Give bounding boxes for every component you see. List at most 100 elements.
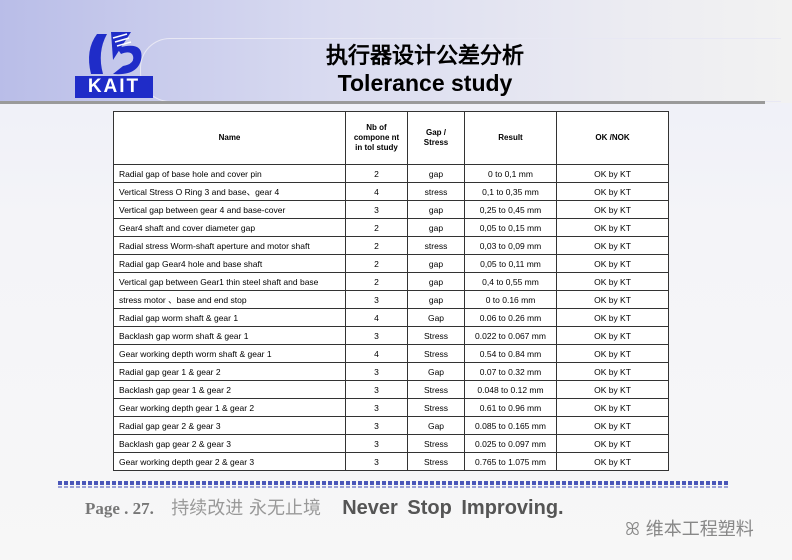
status-cell: OK by KT <box>556 272 669 291</box>
status-cell: OK by KT <box>556 416 669 435</box>
count-cell: 2 <box>345 272 408 291</box>
name-cell: Backlash gap worm shaft & gear 1 <box>113 326 346 345</box>
page-title: 执行器设计公差分析 Tolerance study <box>260 44 590 96</box>
result-cell: 0 to 0.16 mm <box>464 290 557 309</box>
name-cell: Vertical gap between gear 4 and base-cov… <box>113 200 346 219</box>
name-cell: Radial gap Gear4 hole and base shaft <box>113 254 346 273</box>
name-cell: Vertical Stress O Ring 3 and base、gear 4 <box>113 182 346 201</box>
type-cell: Stress <box>407 398 465 417</box>
footer: Page . 27. 持续改进 永无止境 Never Stop Improvin… <box>85 494 564 520</box>
result-cell: 0,05 to 0,15 mm <box>464 218 557 237</box>
status-cell: OK by KT <box>556 308 669 327</box>
count-cell: 3 <box>345 398 408 417</box>
watermark: ꕤ 维本工程塑料 <box>625 515 754 541</box>
type-cell: Stress <box>407 326 465 345</box>
page-number: Page . 27. <box>85 499 154 518</box>
count-cell: 3 <box>345 416 408 435</box>
table-row: Vertical gap between Gear1 thin steel sh… <box>113 272 669 291</box>
table-row: Vertical Stress O Ring 3 and base、gear 4… <box>113 182 669 201</box>
name-cell: Gear4 shaft and cover diameter gap <box>113 218 346 237</box>
type-cell: gap <box>407 218 465 237</box>
status-cell: OK by KT <box>556 380 669 399</box>
status-cell: OK by KT <box>556 254 669 273</box>
result-cell: 0.048 to 0.12 mm <box>464 380 557 399</box>
type-cell: Gap <box>407 362 465 381</box>
type-cell: Stress <box>407 434 465 453</box>
count-cell: 4 <box>345 344 408 363</box>
type-cell: Gap <box>407 416 465 435</box>
result-cell: 0.025 to 0.097 mm <box>464 434 557 453</box>
name-cell: Vertical gap between Gear1 thin steel sh… <box>113 272 346 291</box>
count-cell: 2 <box>345 218 408 237</box>
status-cell: OK by KT <box>556 434 669 453</box>
footer-slogan-en: Never Stop Improving. <box>342 497 564 519</box>
watermark-text: 维本工程塑料 <box>645 519 754 540</box>
table-row: Gear working depth gear 1 & gear 2 3 Stres… <box>113 398 669 417</box>
status-cell: OK by KT <box>556 290 669 309</box>
type-cell: gap <box>407 200 465 219</box>
kait-logo-icon <box>89 32 142 75</box>
status-cell: OK by KT <box>556 398 669 417</box>
name-cell: Gear working depth gear 1 & gear 2 <box>113 398 346 417</box>
count-cell: 3 <box>345 290 408 309</box>
status-cell: OK by KT <box>556 344 669 363</box>
result-cell: 0,03 to 0,09 mm <box>464 236 557 255</box>
result-cell: 0 to 0,1 mm <box>464 164 557 183</box>
result-cell: 0,25 to 0,45 mm <box>464 200 557 219</box>
type-cell: gap <box>407 254 465 273</box>
table-row: Radial gap of base hole and cover pin 2 ga… <box>113 164 669 183</box>
footer-divider <box>58 481 730 485</box>
kait-logo: KAIT <box>75 30 153 98</box>
table-row: Backlash gap worm shaft & gear 1 3 Stress 0… <box>113 326 669 345</box>
result-cell: 0.07 to 0.32 mm <box>464 362 557 381</box>
type-cell: Stress <box>407 344 465 363</box>
count-cell: 4 <box>345 308 408 327</box>
result-cell: 0.54 to 0.84 mm <box>464 344 557 363</box>
count-cell: 2 <box>345 254 408 273</box>
column-header: Result <box>464 111 557 165</box>
result-cell: 0,05 to 0,11 mm <box>464 254 557 273</box>
table-row: Radial gap gear 1 & gear 2 3 Gap 0.07 to 0.… <box>113 362 669 381</box>
footer-divider-secondary <box>58 486 730 488</box>
table-row: Vertical gap between gear 4 and base-cov… <box>113 200 669 219</box>
column-header: Gap / Stress <box>407 111 465 165</box>
type-cell: gap <box>407 272 465 291</box>
status-cell: OK by KT <box>556 218 669 237</box>
status-cell: OK by KT <box>556 236 669 255</box>
count-cell: 3 <box>345 452 408 471</box>
table-row: Radial stress Worm-shaft aperture and mo… <box>113 236 669 255</box>
name-cell: Radial gap worm shaft & gear 1 <box>113 308 346 327</box>
status-cell: OK by KT <box>556 200 669 219</box>
result-cell: 0,1 to 0,35 mm <box>464 182 557 201</box>
result-cell: 0.06 to 0.26 mm <box>464 308 557 327</box>
result-cell: 0.022 to 0.067 mm <box>464 326 557 345</box>
table-row: stress motor 、base and end stop 3 gap 0 to … <box>113 290 669 309</box>
table-row: Gear working depth gear 2 & gear 3 3 Stres… <box>113 452 669 471</box>
table-row: Radial gap gear 2 & gear 3 3 Gap 0.085 to 0… <box>113 416 669 435</box>
title-chinese: 执行器设计公差分析 <box>325 44 524 69</box>
name-cell: Gear working depth gear 2 & gear 3 <box>113 452 346 471</box>
tolerance-table: Name Nb of compone nt in tol study Gap / S… <box>113 111 669 471</box>
table-row: Radial gap worm shaft & gear 1 4 Gap 0.06 t… <box>113 308 669 327</box>
status-cell: OK by KT <box>556 326 669 345</box>
type-cell: Stress <box>407 380 465 399</box>
result-cell: 0.61 to 0.96 mm <box>464 398 557 417</box>
column-header: OK /NOK <box>556 111 669 165</box>
name-cell: Backlash gap gear 1 & gear 2 <box>113 380 346 399</box>
column-header: Name <box>113 111 346 165</box>
logo-text: KAIT <box>75 76 153 98</box>
result-cell: 0.765 to 1.075 mm <box>464 452 557 471</box>
type-cell: stress <box>407 236 465 255</box>
name-cell: Radial gap of base hole and cover pin <box>113 164 346 183</box>
name-cell: stress motor 、base and end stop <box>113 290 346 309</box>
type-cell: gap <box>407 290 465 309</box>
count-cell: 3 <box>345 200 408 219</box>
name-cell: Radial stress Worm-shaft aperture and mo… <box>113 236 346 255</box>
table-row: Backlash gap gear 2 & gear 3 3 Stress 0.025… <box>113 434 669 453</box>
status-cell: OK by KT <box>556 182 669 201</box>
count-cell: 3 <box>345 326 408 345</box>
count-cell: 2 <box>345 164 408 183</box>
type-cell: Gap <box>407 308 465 327</box>
status-cell: OK by KT <box>556 164 669 183</box>
